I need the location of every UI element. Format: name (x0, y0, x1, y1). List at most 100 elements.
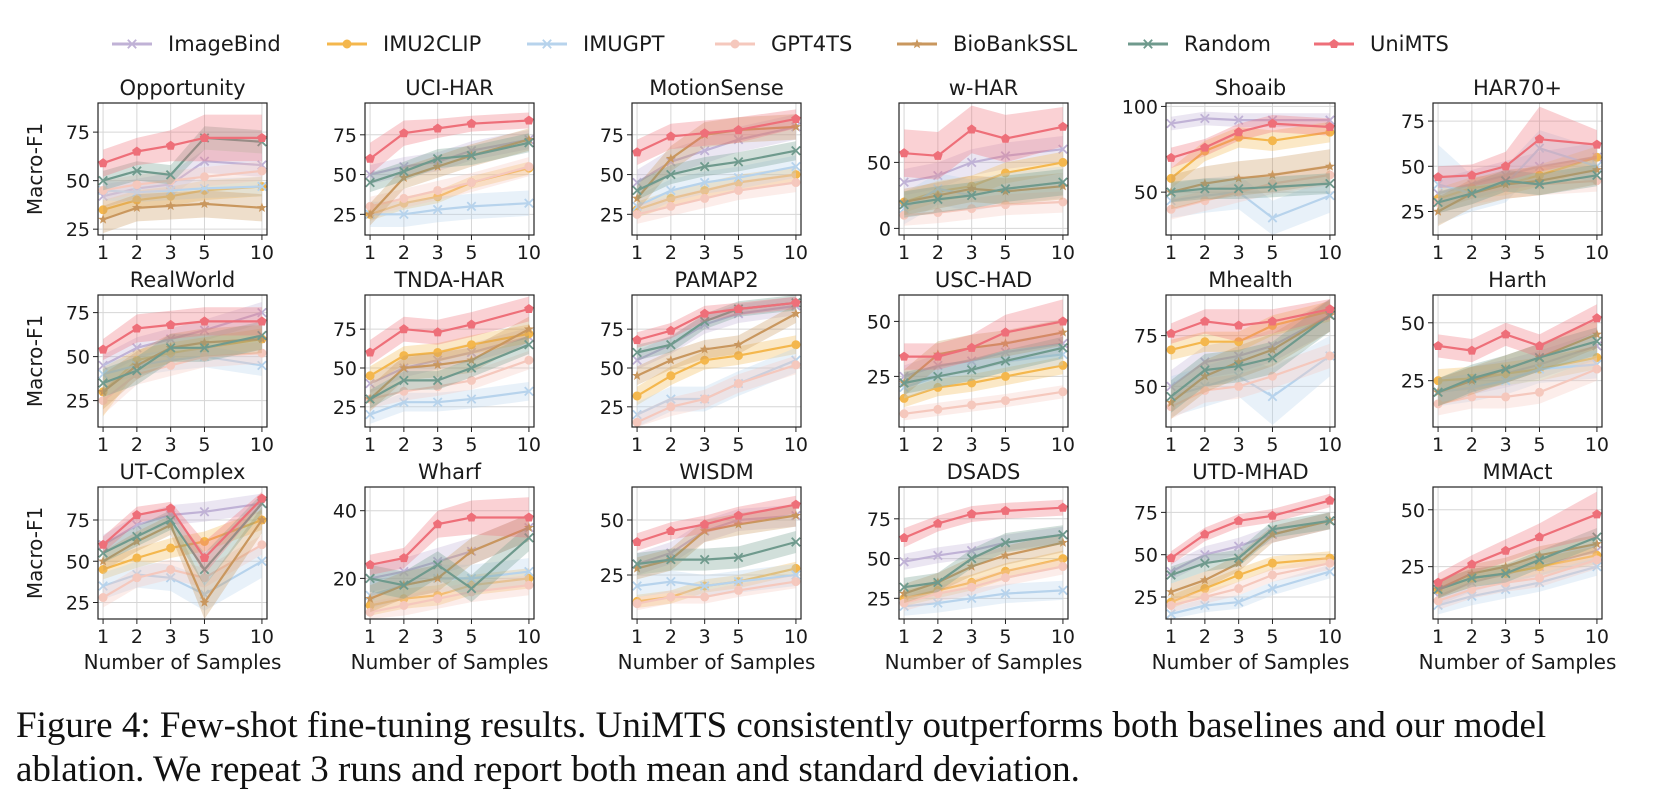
data-point (365, 409, 375, 420)
data-point (98, 396, 108, 406)
data-point (365, 394, 375, 404)
data-point (933, 577, 943, 588)
std-band (1438, 491, 1597, 592)
data-point (1267, 316, 1278, 326)
data-point (1166, 381, 1176, 392)
data-point (1233, 183, 1244, 194)
data-point (1058, 177, 1068, 188)
data-point (1166, 391, 1176, 402)
x-tick-label: 5 (198, 434, 210, 456)
x-tick-label: 1 (364, 626, 376, 648)
x-tick-label: 3 (1500, 434, 1512, 456)
series-gpt4ts (899, 385, 1068, 421)
data-point (132, 365, 142, 376)
data-point (466, 583, 477, 594)
data-point (1433, 172, 1443, 182)
std-band (904, 319, 1063, 397)
data-point (1500, 175, 1511, 186)
std-band (370, 514, 529, 613)
std-band (904, 332, 1063, 388)
data-point (632, 417, 642, 427)
data-point (1467, 392, 1477, 402)
data-point (733, 351, 743, 361)
data-point (433, 594, 443, 604)
data-point (1325, 190, 1335, 201)
data-point (1267, 391, 1278, 402)
data-point (1057, 180, 1068, 191)
data-point (98, 360, 108, 371)
data-point (632, 335, 642, 345)
panel-utd-mhad: 1 2 3 5 10 25 50 75 UTD-MHAD Number of Samples (1134, 460, 1350, 674)
x-tick-label: 2 (932, 242, 944, 264)
std-band (370, 558, 529, 609)
data-point (165, 200, 176, 211)
series-biobankssl (1433, 155, 1602, 226)
data-point (1058, 144, 1068, 155)
data-point (257, 181, 267, 192)
data-point (365, 209, 376, 219)
data-point (733, 303, 744, 314)
std-band (637, 109, 796, 165)
series-random (1166, 299, 1335, 413)
axes-frame (631, 294, 802, 428)
data-point (165, 342, 176, 353)
data-point (1467, 373, 1477, 384)
data-point (466, 363, 477, 373)
data-point (399, 209, 409, 220)
data-point (466, 375, 476, 385)
data-point (1166, 328, 1176, 338)
y-axis-label: Macro-F1 (23, 315, 47, 407)
data-point (899, 582, 909, 593)
y-tick-label: 75 (1134, 326, 1158, 348)
y-tick-label: 25 (333, 397, 357, 419)
y-tick-label: 50 (600, 165, 624, 187)
data-point (1592, 139, 1602, 149)
std-band (637, 304, 796, 386)
data-point (1325, 558, 1335, 568)
series-unimts (1166, 493, 1335, 565)
x-tick-label: 3 (699, 242, 711, 264)
data-point (967, 582, 977, 592)
x-tick-label: 10 (1585, 434, 1609, 456)
series-biobankssl (98, 190, 267, 234)
std-band (1438, 546, 1597, 599)
data-point (1500, 561, 1511, 571)
data-point (1166, 152, 1176, 162)
data-point (933, 371, 943, 382)
data-point (1000, 200, 1010, 210)
data-point (365, 573, 375, 584)
panel-title: Shoaib (1215, 76, 1287, 100)
series-random (365, 524, 534, 603)
x-tick-label: 1 (1165, 242, 1177, 264)
std-band (637, 155, 796, 218)
x-tick-label: 5 (999, 434, 1011, 456)
data-point (966, 509, 977, 519)
data-point (700, 394, 710, 404)
data-point (257, 166, 267, 176)
panel-mmact: 1 2 3 5 10 25 50 MMAct Number of Samples (1401, 460, 1617, 674)
data-point (733, 585, 743, 595)
x-tick-label: 10 (1585, 626, 1609, 648)
data-point (1325, 351, 1335, 361)
data-point (933, 518, 943, 528)
data-point (699, 519, 710, 529)
data-point (632, 537, 642, 547)
data-point (1534, 387, 1544, 397)
data-point (166, 176, 176, 186)
data-point (1000, 183, 1011, 194)
x-tick-label: 1 (97, 242, 109, 264)
data-point (365, 559, 375, 569)
data-point (432, 519, 443, 529)
data-point (632, 599, 642, 609)
data-point (666, 339, 676, 350)
data-point (733, 172, 744, 183)
y-tick-label: 50 (1134, 182, 1158, 204)
data-point (1200, 529, 1210, 539)
data-point (899, 556, 909, 567)
data-point (98, 386, 109, 397)
data-point (466, 355, 477, 365)
data-point (1466, 375, 1477, 385)
data-point (399, 553, 409, 563)
data-point (199, 352, 209, 362)
data-point (1433, 376, 1443, 386)
